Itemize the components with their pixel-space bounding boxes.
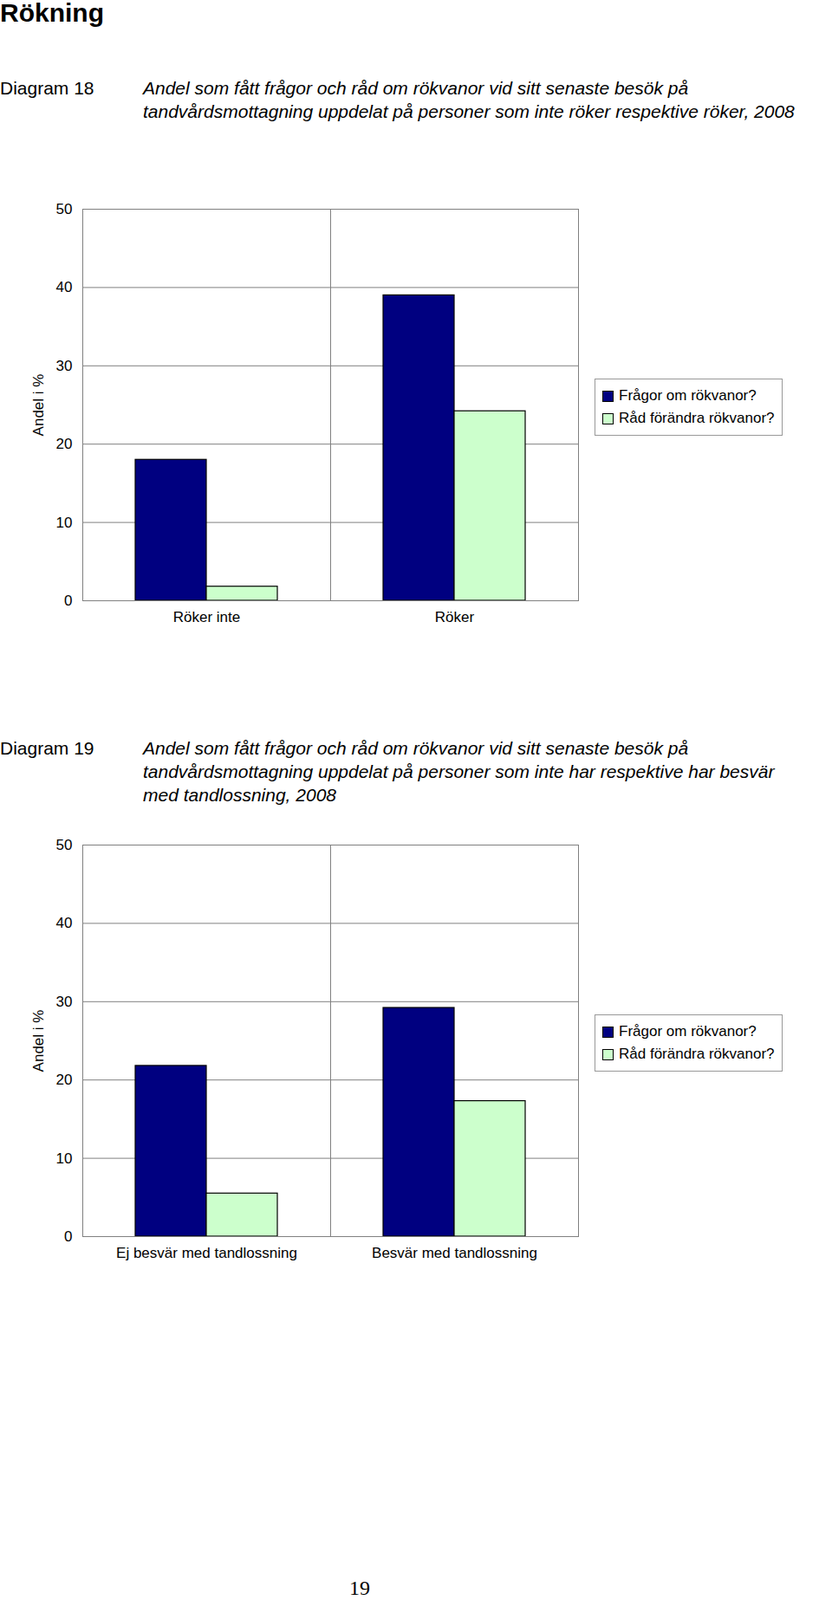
svg-text:40: 40: [56, 279, 73, 296]
html-text:Andel som fått frågor och råd: Andel som fått frågor och råd om rökvano…: [143, 738, 775, 806]
html-text:Diagram 18: Diagram 18: [0, 78, 95, 98]
svg-text:40: 40: [56, 915, 73, 932]
svg-text:Röker inte: Röker inte: [173, 609, 241, 626]
html-text:Frågor om rökvanor?: Frågor om rökvanor?: [618, 387, 757, 404]
html-text:19: 19: [349, 1577, 371, 1600]
svg-text:50: 50: [56, 201, 73, 218]
html-text:Andel som fått frågor och råd: Andel som fått frågor och råd om rökvano…: [143, 78, 795, 122]
svg-text:20: 20: [56, 1072, 73, 1089]
svg-text:30: 30: [56, 357, 73, 375]
svg-text:Ej besvär med tandlossning: Ej besvär med tandlossning: [116, 1245, 298, 1262]
svg-text:Andel i %: Andel i %: [30, 374, 47, 437]
svg-text:Andel i %: Andel i %: [30, 1010, 47, 1073]
svg-text:20: 20: [56, 435, 73, 453]
html-text:Frågor om rökvanor?: Frågor om rökvanor?: [618, 1023, 757, 1040]
svg-text:0: 0: [64, 592, 72, 610]
svg-text:0: 0: [64, 1228, 72, 1246]
svg-text:10: 10: [56, 514, 73, 532]
svg-text:Röker: Röker: [435, 609, 475, 626]
html-text:Råd förändra rökvanor?: Råd förändra rökvanor?: [618, 409, 775, 427]
svg-text:10: 10: [56, 1150, 73, 1168]
svg-text:50: 50: [56, 837, 73, 854]
html-text:Diagram 19: Diagram 19: [0, 738, 95, 759]
svg-text:Besvär med tandlossning: Besvär med tandlossning: [371, 1245, 538, 1262]
html-text:Råd förändra rökvanor?: Råd förändra rökvanor?: [618, 1046, 775, 1063]
svg-text:30: 30: [56, 994, 73, 1011]
